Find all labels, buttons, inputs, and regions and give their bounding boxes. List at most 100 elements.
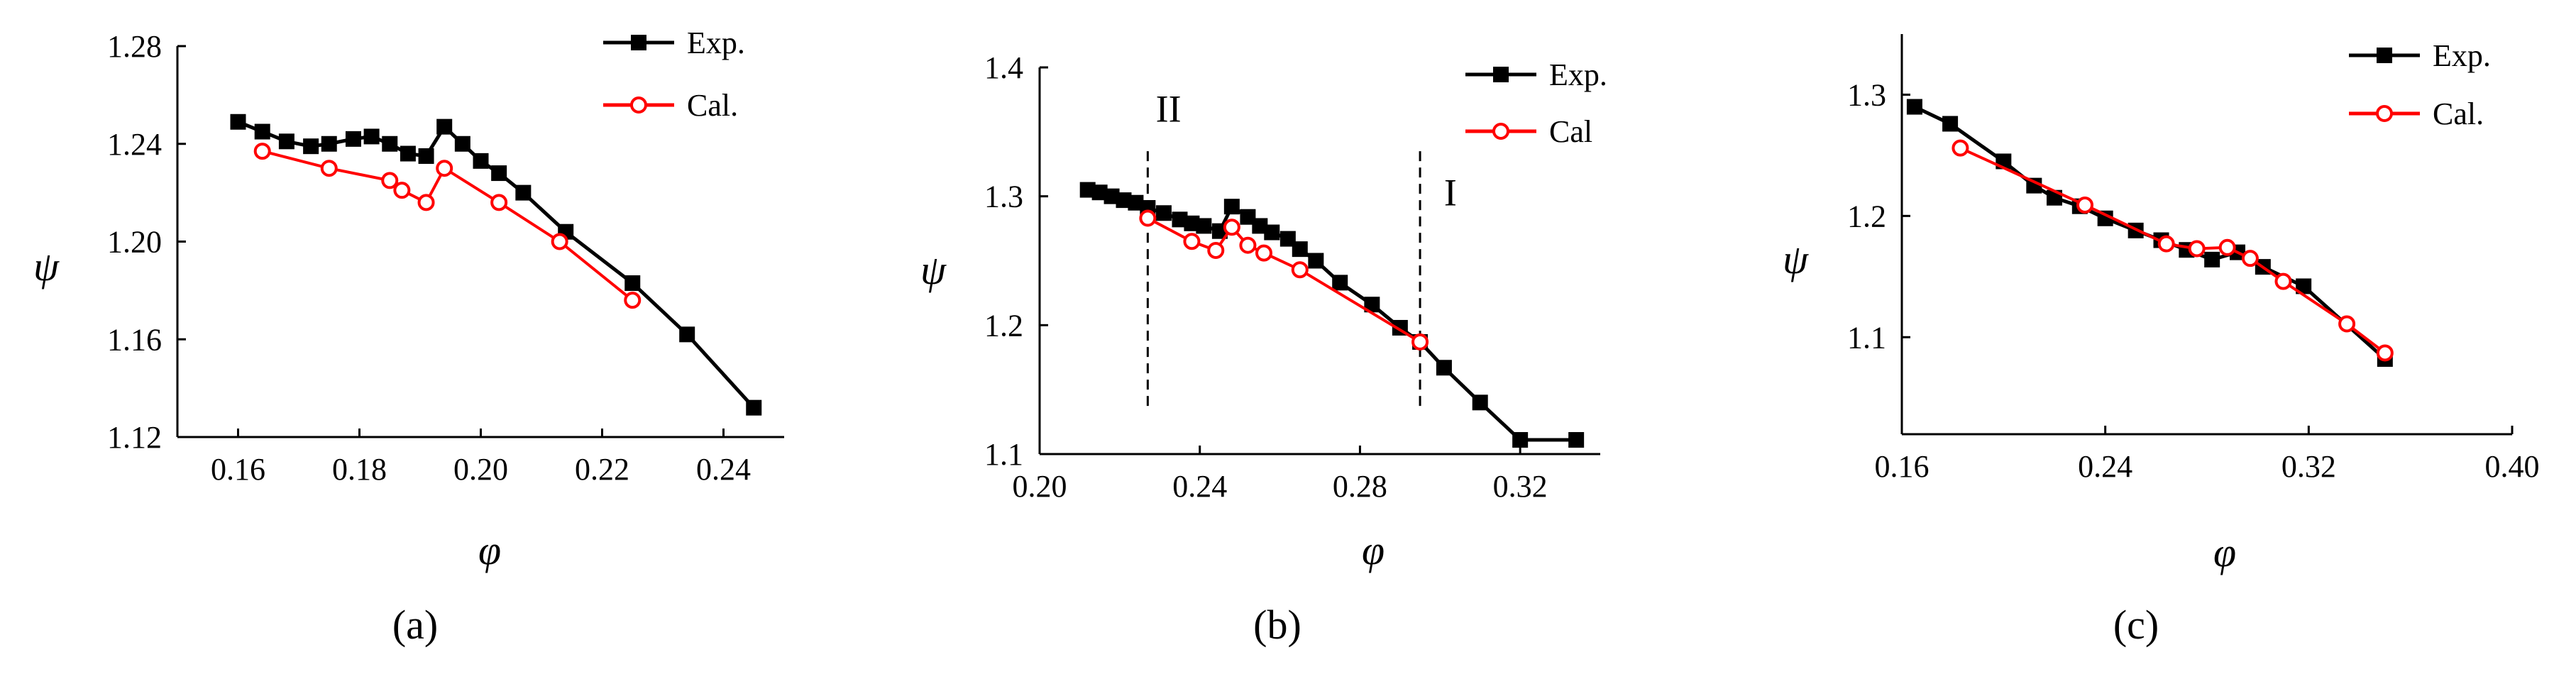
legend-label: Exp. — [1549, 57, 1607, 92]
y-tick-label: 1.24 — [107, 127, 162, 162]
data-point — [1436, 360, 1452, 376]
x-tick-label: 0.24 — [696, 452, 751, 487]
data-point — [363, 128, 380, 145]
series-line — [1913, 105, 2387, 360]
data-point — [1291, 261, 1309, 279]
data-point — [1184, 215, 1200, 231]
data-point — [2376, 344, 2394, 362]
data-point — [1091, 184, 1108, 201]
data-point — [491, 165, 507, 182]
x-axis-label: φ — [1362, 527, 1385, 573]
data-point — [1223, 219, 1240, 236]
panel-caption: (a) — [392, 602, 438, 648]
x-tick-label: 0.16 — [211, 452, 265, 487]
data-point — [320, 160, 338, 177]
data-point — [278, 133, 295, 150]
series-exp — [230, 114, 762, 416]
y-axis-label: ψ — [33, 243, 60, 289]
y-tick-label: 1.4 — [984, 50, 1023, 85]
data-point — [393, 182, 411, 199]
data-point — [1155, 205, 1172, 221]
series-cal — [253, 143, 642, 309]
data-point — [436, 118, 453, 135]
data-point — [515, 184, 532, 201]
data-point — [1512, 432, 1529, 448]
data-point — [679, 326, 695, 343]
legend-entry: Cal. — [603, 88, 738, 123]
series-line — [1087, 188, 1577, 442]
data-point — [1139, 209, 1157, 227]
data-point — [1332, 275, 1348, 291]
legend-marker — [2376, 105, 2393, 122]
data-point — [345, 131, 361, 147]
y-tick-label: 1.16 — [107, 322, 162, 357]
x-tick-label: 0.20 — [1013, 469, 1067, 504]
data-point — [2204, 251, 2220, 267]
data-point — [1240, 209, 1256, 225]
data-point — [2076, 196, 2093, 214]
y-tick-label: 1.1 — [984, 437, 1023, 472]
data-point — [321, 136, 337, 152]
legend-entry: Exp. — [2349, 38, 2491, 73]
data-point — [454, 136, 470, 152]
data-point — [2296, 278, 2312, 294]
data-point — [1255, 244, 1272, 262]
data-point — [1308, 253, 1324, 269]
legend-label: Cal. — [687, 88, 738, 123]
data-point — [2241, 250, 2259, 267]
x-tick-label: 0.20 — [453, 452, 508, 487]
data-point — [473, 153, 489, 169]
legend-entry: Exp. — [603, 26, 745, 60]
legend-label: Exp. — [2433, 38, 2491, 73]
data-point — [382, 136, 398, 152]
data-point — [1172, 211, 1188, 228]
legend-marker — [631, 35, 646, 50]
y-tick-label: 1.1 — [1847, 320, 1886, 355]
data-point — [2338, 315, 2356, 333]
data-point — [230, 114, 246, 130]
legend-marker — [2377, 48, 2392, 63]
data-point — [1472, 394, 1488, 411]
data-point — [417, 194, 435, 211]
data-point — [1292, 241, 1308, 258]
chart-panel-a: 1.12 1.16 1.20 1.24 1.28 0.16 0.18 0.20 0.22 0.24… — [33, 26, 784, 648]
x-tick-label: 0.32 — [2281, 449, 2336, 484]
data-point — [551, 233, 568, 250]
chart-panel-b: 1.11.21.31.40.20 0.24 0.28 0.32φψ(b)IIIExp.… — [920, 50, 1607, 648]
data-point — [746, 399, 762, 416]
x-tick-label: 0.22 — [575, 452, 629, 487]
y-axis-label: ψ — [920, 247, 947, 293]
data-point — [1239, 236, 1257, 254]
x-axis-label: φ — [478, 527, 501, 573]
data-point — [400, 145, 416, 162]
data-point — [1079, 182, 1096, 198]
series-cal — [1139, 209, 1429, 350]
data-point — [2188, 240, 2206, 258]
x-tick-label: 0.40 — [2485, 449, 2540, 484]
data-point — [490, 194, 508, 211]
legend-label: Cal. — [2433, 96, 2484, 131]
data-point — [1223, 199, 1240, 215]
y-tick-label: 1.2 — [984, 308, 1023, 343]
data-point — [436, 160, 453, 177]
data-point — [1103, 188, 1120, 204]
x-tick-label: 0.32 — [1493, 469, 1548, 504]
legend-marker — [1492, 123, 1509, 140]
y-tick-label: 1.20 — [107, 225, 162, 260]
x-tick-label: 0.28 — [1333, 469, 1387, 504]
data-point — [1196, 218, 1212, 234]
legend-entry: Exp. — [1465, 57, 1607, 92]
data-point — [418, 148, 434, 164]
data-point — [2274, 272, 2292, 290]
data-point — [2218, 238, 2236, 256]
data-point — [1264, 224, 1280, 241]
x-axis-label: φ — [2213, 529, 2236, 575]
legend-marker — [630, 96, 647, 114]
data-point — [253, 143, 271, 160]
panel-caption: (c) — [2113, 602, 2159, 648]
data-point — [381, 172, 399, 189]
data-point — [1411, 333, 1429, 350]
data-point — [2026, 177, 2042, 194]
data-point — [1183, 233, 1201, 250]
